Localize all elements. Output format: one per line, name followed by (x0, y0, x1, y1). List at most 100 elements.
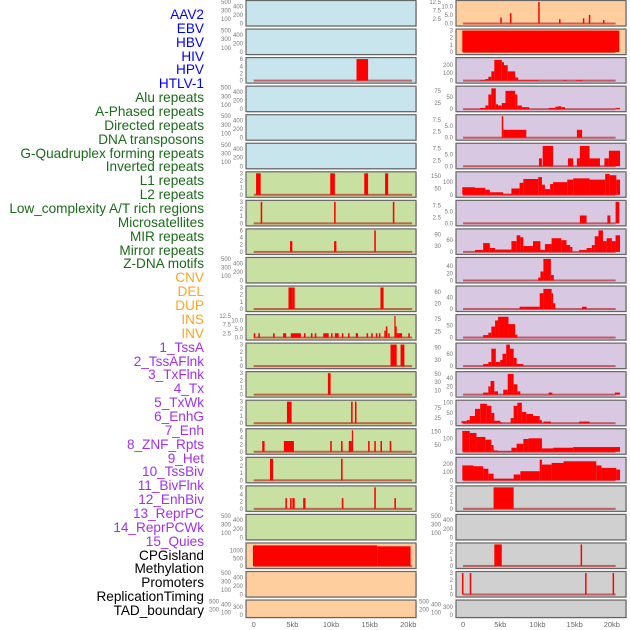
y-tick-label: 500 (221, 571, 232, 577)
y-tick-label: 4 (240, 435, 244, 441)
panel-background (245, 85, 417, 113)
bar (516, 443, 524, 452)
y-tick-label: 0 (240, 364, 244, 370)
track-label: Inverted repeats (105, 159, 204, 175)
bar (258, 333, 260, 338)
track-label: Low_complexity A/T rich regions (9, 201, 204, 217)
y-tick-label: 7.5 (433, 9, 442, 15)
bar (285, 498, 287, 509)
y-tick-label: 0 (240, 250, 244, 256)
bar (488, 386, 491, 395)
bar (602, 20, 605, 24)
track-label: Alu repeats (135, 90, 204, 106)
bar (303, 333, 306, 338)
baseline (463, 79, 616, 82)
bar (286, 401, 292, 424)
bar (310, 333, 313, 338)
bar (486, 405, 492, 424)
track-label: AAV2 (170, 7, 204, 22)
bar (517, 105, 522, 110)
bar (290, 333, 301, 338)
y-tick-label: 3 (240, 171, 244, 177)
bar (598, 230, 603, 252)
track-label: HTLV-1 (158, 76, 204, 92)
bar (260, 201, 263, 224)
panel-11-bivflnk: 0 30 60 90 (434, 342, 627, 370)
y-tick-label: 200 (233, 41, 244, 47)
bar (488, 362, 492, 367)
bar (469, 432, 477, 452)
y-tick-label: 0 (240, 507, 244, 513)
y-tick-label: 50 (434, 186, 441, 192)
y-tick-label: 2 (240, 178, 244, 184)
track-label: HBV (176, 34, 204, 50)
bar (570, 247, 573, 252)
bar (341, 458, 343, 481)
y-tick-label: 200 (443, 63, 454, 69)
bar (493, 478, 514, 481)
y-tick-label: 0 (450, 250, 454, 256)
y-tick-label: 2 (450, 36, 454, 42)
y-tick-label: 0 (240, 107, 244, 113)
bar (394, 316, 396, 338)
bar (555, 106, 559, 110)
y-tick-label: 50 (446, 95, 453, 101)
bar (355, 333, 359, 338)
bar (513, 474, 521, 481)
bar (516, 364, 524, 367)
y-tick-label: 10.0 (231, 318, 243, 324)
y-tick-label: 400 (233, 261, 244, 267)
bar (480, 403, 487, 424)
y-tick-label: 2 (240, 500, 244, 506)
bar (493, 487, 514, 509)
bar (538, 158, 542, 167)
bar (615, 107, 621, 110)
y-tick-label: 0 (240, 421, 244, 427)
bar (495, 320, 499, 338)
track-label: INV (181, 325, 204, 341)
bar (539, 459, 542, 481)
x-tick-label: 20kb (400, 620, 416, 629)
y-tick-label: 1 (240, 186, 244, 192)
y-tick-label: 2.5 (433, 215, 442, 221)
y-tick-label: 200 (209, 608, 220, 614)
y-tick-label: 0 (450, 278, 454, 284)
track-label: Promoters (141, 575, 204, 591)
bar (533, 416, 540, 424)
y-tick-label: 3 (240, 400, 244, 406)
panel-background (455, 371, 627, 398)
track-label: 10_TssBiv (142, 464, 204, 480)
bar (540, 271, 544, 281)
bar (491, 348, 496, 367)
track-label: INS (181, 311, 204, 327)
x-tick-label: 10kb (323, 620, 339, 629)
bar (500, 422, 502, 424)
bar (513, 405, 518, 424)
y-tick-label: 25 (434, 329, 441, 335)
y-tick-label: 2 (240, 443, 244, 449)
y-tick-label: 50 (434, 372, 441, 378)
track-label: 2_TssAFlnk (133, 353, 204, 369)
panel-cpgisland: 012 3 (450, 485, 627, 513)
y-tick-label: 0 (450, 564, 454, 570)
bar (489, 247, 496, 252)
bar (540, 249, 545, 252)
panel-background (245, 142, 417, 170)
bar (515, 94, 518, 110)
track-label-list: AAV2 EBV HBV HIV HPV HTLV-1 Alu repeats A-Phase… (0, 0, 204, 630)
bar (543, 258, 551, 281)
y-tick-label: 6 (240, 485, 244, 491)
y-tick-label: 2.5 (433, 17, 442, 23)
y-tick-label: 10 (434, 389, 441, 395)
y-tick-label: 400 (233, 147, 244, 153)
y-tick-label: 40 (446, 376, 453, 382)
bar (494, 544, 502, 566)
bar (582, 306, 587, 309)
y-tick-label: 90 (434, 346, 441, 352)
bar (561, 107, 565, 110)
baseline (253, 450, 413, 453)
bar (474, 249, 484, 252)
